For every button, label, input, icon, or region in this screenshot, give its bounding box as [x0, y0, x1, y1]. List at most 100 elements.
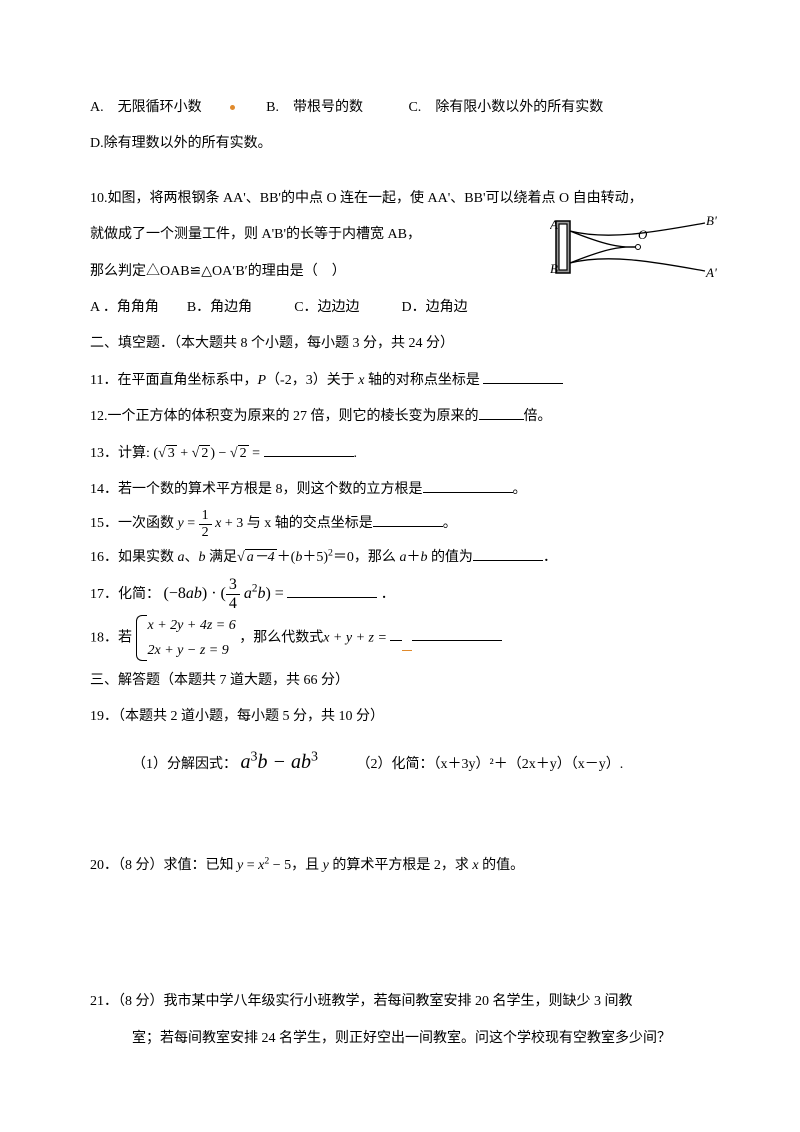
- q15-pre: 15．一次函数: [90, 516, 174, 531]
- q10-opt-c: C．边边边: [294, 300, 359, 315]
- q15-expr: y = 12 x + 3: [178, 516, 244, 531]
- q17-pre: 17．化简：: [90, 587, 160, 602]
- q19-p1-expr: a3b − ab3: [241, 751, 319, 773]
- q9-c-prefix: C.: [408, 90, 435, 126]
- q17-expr: (−8ab) · (34 a2b) =: [164, 585, 284, 602]
- q11-pre: 11．在平面直角坐标系中，: [90, 373, 257, 388]
- svg-text:A': A': [705, 265, 717, 280]
- q20-mid: ，且: [291, 858, 323, 873]
- q12-pre: 12.一个正方体的体积变为原来的 27 倍，则它的棱长变为原来的: [90, 409, 479, 424]
- q19-b2: b: [301, 751, 311, 773]
- q15: 15．一次函数 y = 12 x + 3 与 x 轴的交点坐标是 。: [90, 508, 720, 540]
- q16-plus2: ＋: [406, 550, 420, 565]
- q18-orange-underline: [402, 625, 412, 651]
- q15-post: 。: [443, 516, 457, 531]
- q16-blank: [473, 543, 543, 561]
- q17-post: ．: [377, 587, 395, 602]
- q19-parts: （1）分解因式： a3b − ab3 （2）化简：（x＋3y）²＋（2x＋y）（…: [90, 736, 720, 788]
- q16: 16．如果实数 a、b 满足a－4＋(b＋5)2＝0，那么 a＋b 的值为．: [90, 540, 720, 576]
- q11-P: P: [257, 373, 266, 388]
- q11: 11．在平面直角坐标系中，P（-2，3）关于 x 轴的对称点坐标是: [90, 363, 720, 399]
- q9-a-prefix: A.: [90, 90, 118, 126]
- q14: 14．若一个数的算术平方根是 8，则这个数的立方根是 。: [90, 472, 720, 508]
- q20-post: 的算术平方根是 2，求: [329, 858, 473, 873]
- q12-blank: [479, 402, 524, 420]
- q15-mid: 与 x 轴的交点坐标是: [247, 516, 373, 531]
- section2-title: 二、填空题．（本大题共 8 个小题，每小题 3 分，共 24 分）: [90, 326, 720, 362]
- q18-pre: 18．若: [90, 630, 132, 645]
- q17-blank: [287, 580, 377, 598]
- q9-b-prefix: B.: [266, 90, 293, 126]
- q12-post: 倍。: [524, 409, 552, 424]
- q19-p2-expr: （x＋3y）²＋（2x＋y）（x－y）.: [434, 757, 624, 772]
- q21-line2: 室；若每间教室安排 24 名学生，则正好空出一间教室。问这个学校现有空教室多少间…: [90, 1021, 720, 1057]
- q16-plus: ＋(: [277, 550, 296, 565]
- q18-eq1: x + 2y + 4z = 6: [148, 618, 236, 633]
- q17: 17．化简： (−8ab) · (34 a2b) = ．: [90, 576, 720, 612]
- q16-tail: 的值为: [427, 550, 473, 565]
- q19-a1: a: [241, 751, 251, 773]
- q19-a2: a: [291, 751, 301, 773]
- spacer: [90, 788, 720, 848]
- q19-b1: b: [258, 751, 268, 773]
- q9-c-text: 除有限小数以外的所有实数: [435, 90, 603, 126]
- svg-text:A: A: [550, 217, 558, 232]
- q18-eq2: 2x + y − z = 9: [148, 643, 229, 658]
- q20-pre: 20．（8 分）求值：已知: [90, 858, 234, 873]
- q16-pre: 16．如果实数: [90, 550, 178, 565]
- q18-expr: x + y + z =: [323, 630, 387, 645]
- q18: 18．若 x + 2y + 4z = 6 2x + y − z = 9 ，那么代…: [90, 613, 720, 663]
- svg-text:B': B': [706, 213, 717, 228]
- q16-a: a: [178, 550, 185, 565]
- q20-m5: − 5: [269, 858, 291, 873]
- q16-mid1: 、: [185, 550, 199, 565]
- q9-opt-d: D.除有理数以外的所有实数。: [90, 126, 720, 162]
- q11-blank: [483, 366, 563, 384]
- q20: 20．（8 分）求值：已知 y = x2 − 5，且 y 的算术平方根是 2，求…: [90, 848, 720, 884]
- q15-blank: [373, 510, 443, 528]
- q17-a2: a: [244, 585, 252, 602]
- q20-expr: y = x2 − 5: [237, 858, 291, 873]
- q13-blank: [264, 439, 354, 457]
- q10-diagram: A B O B' A': [550, 213, 720, 298]
- q10-opt-a: A ．角角角: [90, 300, 159, 315]
- q12: 12.一个正方体的体积变为原来的 27 倍，则它的棱长变为原来的 倍。: [90, 399, 720, 435]
- q20-eq: =: [243, 858, 258, 873]
- q17-close: ) =: [265, 585, 283, 602]
- svg-text:O: O: [638, 227, 648, 242]
- q16-bplus5: ＋5): [302, 550, 328, 565]
- q14-post: 。: [513, 482, 527, 497]
- spacer: [90, 163, 720, 181]
- q16-am4: a－4: [245, 549, 277, 565]
- q9-b-text: 带根号的数: [293, 90, 363, 126]
- q9-opt-a: A. 无限循环小数: [90, 90, 235, 126]
- svg-text:B: B: [550, 261, 558, 276]
- q11-post: 轴的对称点坐标是: [364, 373, 483, 388]
- q16-mid2: 满足: [206, 550, 238, 565]
- q17-mid: ) · (: [202, 585, 226, 602]
- q13-pre: 13．计算:: [90, 446, 150, 461]
- q9-opt-c: C. 除有限小数以外的所有实数: [408, 90, 603, 126]
- q11-mid: （-2，3）关于: [266, 373, 358, 388]
- q13-post: .: [354, 446, 358, 461]
- q19-p2-label: （2）化简：: [364, 757, 434, 772]
- q9-options: A. 无限循环小数 B. 带根号的数 C. 除有限小数以外的所有实数: [90, 90, 720, 126]
- q19-head: 19．（本题共 2 道小题，每小题 5 分，共 10 分）: [90, 699, 720, 735]
- q19-p1-label: （1）分解因式：: [132, 757, 237, 772]
- section3-title: 三、解答题（本题共 7 道大题，共 66 分）: [90, 663, 720, 699]
- q13: 13．计算: (3 + 2) − 2 = .: [90, 436, 720, 472]
- orange-dot-icon: [230, 105, 235, 110]
- q14-pre: 14．若一个数的算术平方根是 8，则这个数的立方根是: [90, 482, 423, 497]
- q9-a-text: 无限循环小数: [118, 90, 202, 126]
- spacer: [90, 884, 720, 984]
- q20-tail: 的值。: [479, 858, 525, 873]
- q17-open: (−8: [164, 585, 186, 602]
- q10-opt-d: D．边角边: [402, 300, 468, 315]
- q16-sqrt: a－4: [237, 540, 277, 576]
- q16-eq0: ＝0，那么: [333, 550, 400, 565]
- q9-opt-b: B. 带根号的数: [266, 90, 363, 126]
- q17-ab: ab: [186, 585, 202, 602]
- q10-line1: 10.如图，将两根钢条 AA'、BB'的中点 O 连在一起，使 AA'、BB'可…: [90, 181, 720, 217]
- q18-blank2: [412, 623, 502, 641]
- q18-system: x + 2y + 4z = 6 2x + y − z = 9: [136, 613, 236, 663]
